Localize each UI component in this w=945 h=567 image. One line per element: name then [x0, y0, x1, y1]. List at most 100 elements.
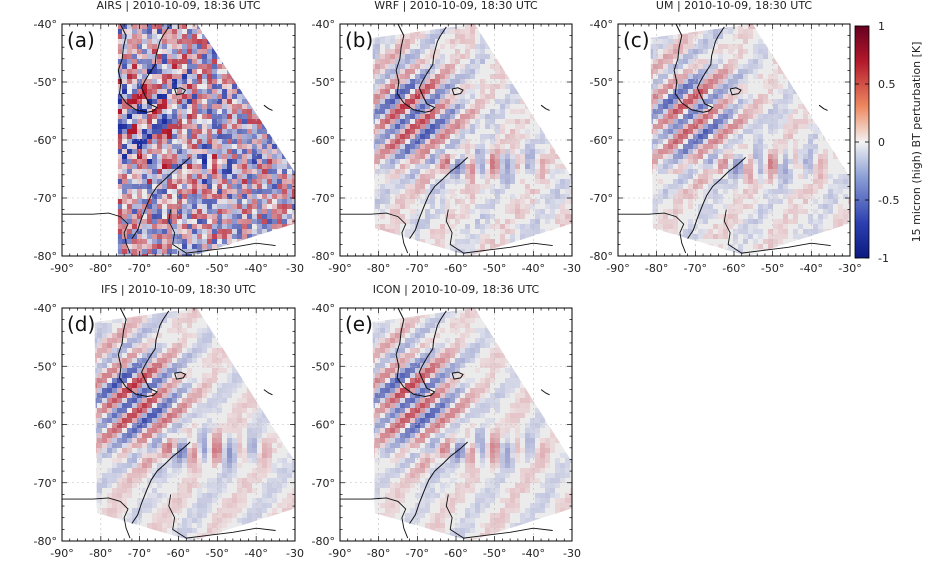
x-tick-label: -40° [800, 262, 823, 275]
y-tick-label: -60° [312, 419, 335, 432]
y-tick-label: -70° [312, 477, 335, 490]
x-tick-label: -40° [244, 262, 267, 275]
x-tick-label: -70° [128, 262, 151, 275]
panel-letter: (c) [623, 28, 650, 52]
coastline [673, 23, 725, 113]
x-tick-label: -90° [328, 547, 351, 560]
y-tick-label: -50° [34, 76, 57, 89]
coastline [395, 307, 447, 398]
coastline [117, 307, 170, 398]
x-tick-label: -90° [50, 547, 73, 560]
coastline [723, 209, 831, 254]
coastline [168, 209, 276, 254]
coastline [618, 212, 687, 254]
x-tick-label: -70° [684, 262, 707, 275]
coastline [131, 157, 191, 239]
panel-letter: (d) [67, 312, 95, 336]
panel-e: ICON | 2010-10-09, 18:36 UTC -90° -80° -70°… [312, 283, 581, 560]
y-tick-label: -70° [34, 192, 57, 205]
coastline [174, 371, 187, 380]
y-tick-label: -50° [312, 76, 335, 89]
coastline [174, 87, 187, 96]
x-tick-label: -90° [606, 262, 629, 275]
x-tick-label: -60° [444, 262, 467, 275]
panel-title: ICON | 2010-10-09, 18:36 UTC [373, 283, 540, 296]
x-tick-label: -70° [406, 547, 429, 560]
x-tick-label: -40° [522, 547, 545, 560]
panel-a: AIRS | 2010-10-09, 18:36 UTC-90° -80° -70°… [34, 0, 304, 275]
x-tick-label: -30 [563, 262, 581, 275]
y-tick-label: -40° [312, 302, 335, 315]
x-tick-label: -30° [838, 262, 861, 275]
x-tick-label: -60° [444, 547, 467, 560]
coastline [117, 23, 170, 113]
x-tick-label: -60° [722, 262, 745, 275]
x-tick-label: -50° [206, 262, 229, 275]
coastline [540, 389, 550, 396]
y-tick-label: -60° [312, 134, 335, 147]
x-tick-label: -50° [483, 262, 506, 275]
y-tick-label: -50° [312, 360, 335, 373]
panel-d: IFS | 2010-10-09, 18:30 UTC-90° -80° -70° -… [34, 283, 304, 560]
y-tick-label: -70° [312, 192, 335, 205]
y-tick-label: -60° [34, 134, 57, 147]
x-tick-label: -60° [167, 547, 190, 560]
x-tick-label: -90° [50, 262, 73, 275]
coastline [168, 494, 276, 539]
panel-title: UM | 2010-10-09, 18:30 UTC [656, 0, 812, 12]
x-tick-label: -50° [483, 547, 506, 560]
colorbar: 1 0.5 0 -0.5 -1 15 micron (high) BT perturba… [854, 20, 923, 265]
x-tick-label: -30 [286, 262, 304, 275]
coastline [340, 212, 409, 254]
coastline [395, 23, 447, 113]
x-tick-label: -90° [328, 262, 351, 275]
coastline [445, 494, 553, 539]
y-tick-label: -50° [590, 76, 613, 89]
panel-b: WRF | 2010-10-09, 18:30 UTC -90° -80° -70° -… [312, 0, 581, 275]
coastline [729, 87, 742, 96]
x-tick-label: -80° [645, 262, 668, 275]
y-tick-label: -80° [34, 535, 57, 548]
colorbar-label: 15 micron (high) BT perturbation [K] [910, 42, 923, 243]
coastline [263, 104, 273, 111]
x-tick-label: -40° [244, 547, 267, 560]
y-tick-label: -40° [34, 18, 57, 31]
coastline [818, 104, 828, 111]
colorbar-tick-label: 0 [878, 136, 885, 149]
y-tick-label: -70° [590, 192, 613, 205]
coastline [131, 441, 191, 524]
panel-letter: (e) [345, 312, 373, 336]
x-tick-label: -80° [89, 547, 112, 560]
y-tick-label: -80° [590, 250, 613, 263]
y-tick-label: -70° [34, 477, 57, 490]
x-tick-label: -60° [167, 262, 190, 275]
y-tick-label: -60° [34, 419, 57, 432]
x-tick-label: -80° [367, 547, 390, 560]
panel-letter: (b) [345, 28, 373, 52]
panel-letter: (a) [67, 28, 95, 52]
coastline [62, 212, 131, 254]
coastline [340, 497, 409, 539]
panel-c: UM | 2010-10-09, 18:30 UTC-90° -80° -70° -6… [590, 0, 862, 275]
y-tick-label: -40° [312, 18, 335, 31]
x-tick-label: -80° [89, 262, 112, 275]
coastline [451, 87, 464, 96]
y-tick-label: -60° [590, 134, 613, 147]
x-tick-label: -70° [128, 547, 151, 560]
coastline [445, 209, 553, 254]
x-tick-label: -70° [406, 262, 429, 275]
colorbar-tick-label: -1 [878, 252, 889, 265]
panel-title: WRF | 2010-10-09, 18:30 UTC [374, 0, 538, 12]
panel-title: AIRS | 2010-10-09, 18:36 UTC [96, 0, 260, 12]
x-tick-label: -80° [367, 262, 390, 275]
colorbar-tick-label: 1 [878, 20, 885, 33]
y-tick-label: -80° [34, 250, 57, 263]
coastline [409, 157, 468, 239]
coastline [451, 371, 464, 380]
colorbar-tick-label: -0.5 [878, 194, 899, 207]
x-tick-label: -40° [522, 262, 545, 275]
coastline [62, 497, 131, 539]
y-tick-label: -40° [590, 18, 613, 31]
y-tick-label: -40° [34, 302, 57, 315]
